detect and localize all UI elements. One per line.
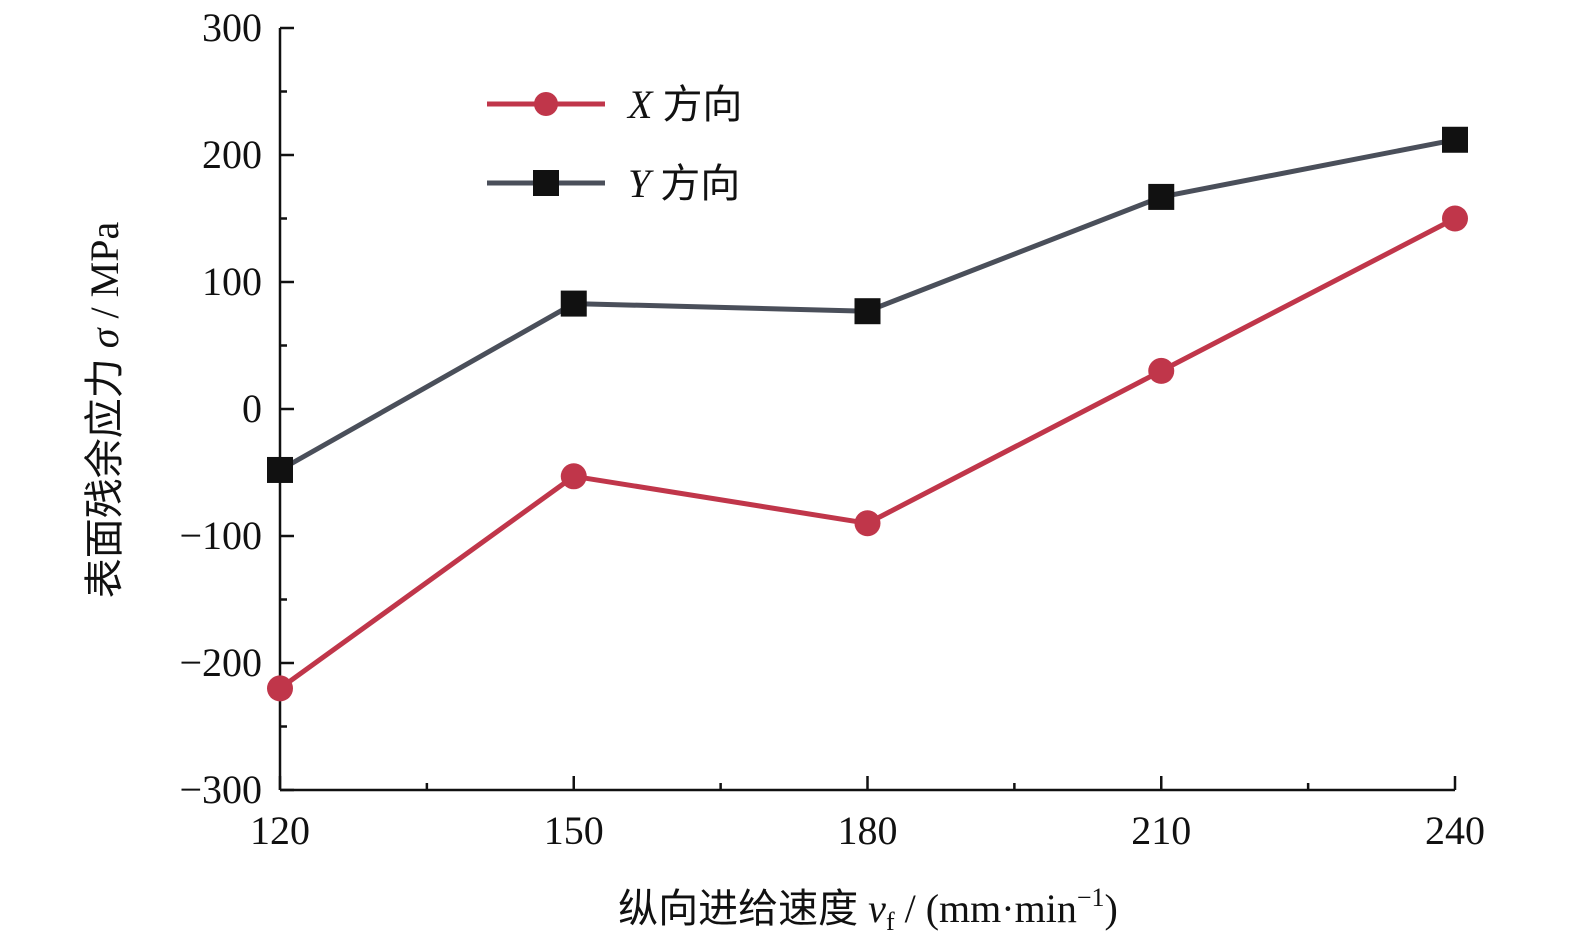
x-tick-label: 240 [1425,808,1485,853]
data-point-x [560,463,587,490]
data-point-x [1442,205,1468,232]
data-point-y [1442,126,1468,153]
legend-entry-y: Y 方向 [487,161,740,206]
legend-label-y-var: Y [628,161,654,206]
y-axis-title-var: σ [82,327,127,348]
x-axis-title-unit-close: ) [1105,886,1118,931]
axes [278,28,1455,792]
y-tick-label: −300 [179,767,262,812]
x-axis-title-sup: −1 [1077,883,1105,912]
data-point-x [854,510,881,537]
y-tick-label: −200 [179,640,262,685]
legend-entry-x: X 方向 [487,82,742,127]
x-tick-label: 210 [1131,808,1191,853]
data-point-x [1148,357,1175,384]
x-axis-title-sub: f [886,907,895,936]
data-point-y [854,298,881,325]
x-axis-title-var: v [868,886,886,931]
legend-marker-y [533,170,559,196]
legend-label-y: Y 方向 [628,161,740,206]
y-axis-title: 表面残余应力 σ / MPa [82,222,127,599]
legend-label-x-var: X [626,82,654,127]
x-axis-title-unit-open: / (mm·min [895,886,1077,931]
data-point-x [267,675,293,702]
x-axis-title: 纵向进给速度 vf / (mm·min−1) [618,883,1118,936]
legend: X 方向 Y 方向 [487,82,742,206]
y-tick-label: 200 [202,132,262,177]
legend-label-y-suffix: 方向 [650,161,740,206]
y-axis-title-main: 表面残余应力 [82,348,127,598]
y-tick-label: 100 [202,259,262,304]
series-line-x [278,216,1457,691]
x-axis-title-main: 纵向进给速度 [618,886,868,931]
legend-marker-x [534,92,558,116]
legend-label-x: X 方向 [626,82,742,127]
x-tick-label: 120 [250,808,310,853]
y-tick-label: 0 [242,386,262,431]
legend-label-x-suffix: 方向 [652,82,742,127]
series [267,126,1468,702]
x-tick-label: 180 [838,808,898,853]
y-axis-title-unit: / MPa [82,222,127,329]
y-tick-label: 300 [202,5,262,50]
x-tick-label: 150 [544,808,604,853]
y-tick-label: −100 [179,513,262,558]
data-point-y [1148,183,1175,210]
data-point-y [267,456,293,483]
data-point-y [560,290,587,317]
